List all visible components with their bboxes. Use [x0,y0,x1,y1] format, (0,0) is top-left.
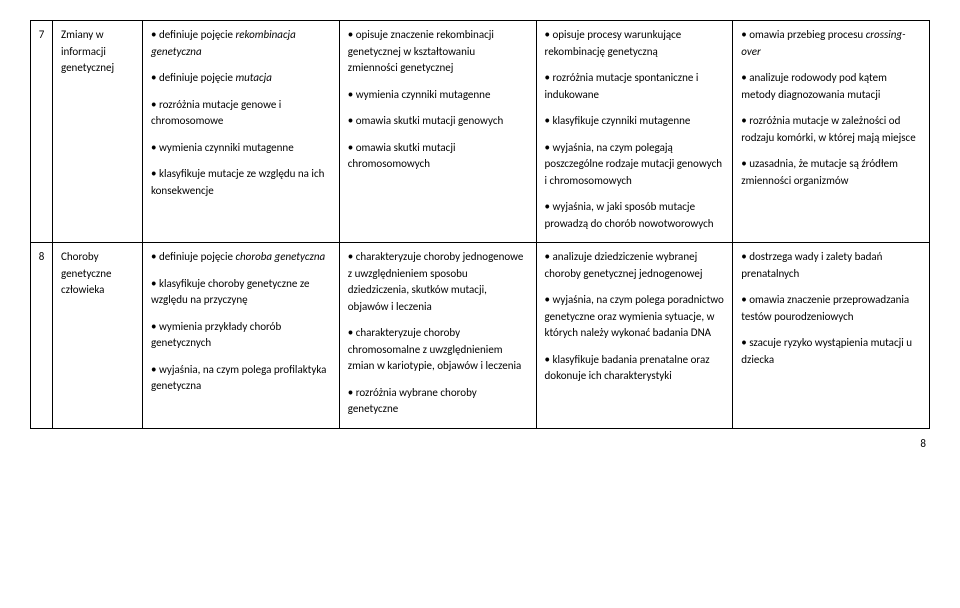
list-item: • analizuje dziedziczenie wybranej choro… [545,249,725,282]
list-item: • omawia znaczenie przeprowadzania testó… [741,292,921,325]
list-item: • analizuje rodowody pod kątem metody di… [741,70,921,103]
content-cell: • definiuje pojęcie choroba genetyczna • … [143,243,340,429]
row-topic: Zmiany w informacji genetycznej [53,21,143,243]
list-item: • wymienia czynniki mutagenne [151,140,331,157]
list-item: • definiuje pojęcie rekombinacja genetyc… [151,27,331,60]
table-row: 8Choroby genetyczne człowieka• definiuje… [31,243,930,429]
content-cell: • opisuje procesy warunkujące rekombinac… [536,21,733,243]
table-row: 7Zmiany w informacji genetycznej• defini… [31,21,930,243]
content-cell: • dostrzega wady i zalety badań prenatal… [733,243,930,429]
list-item: • charakteryzuje choroby chromosomalne z… [348,325,528,375]
list-item: • wyjaśnia, w jaki sposób mutacje prowad… [545,199,725,232]
content-cell: • analizuje dziedziczenie wybranej choro… [536,243,733,429]
page-number: 8 [30,437,930,450]
list-item: • omawia skutki mutacji chromosomowych [348,140,528,173]
list-item: • definiuje pojęcie mutacja [151,70,331,87]
list-item: • wyjaśnia, na czym polegają poszczególn… [545,140,725,190]
list-item: • wymienia przykłady chorób genetycznych [151,319,331,352]
content-cell: • definiuje pojęcie rekombinacja genetyc… [143,21,340,243]
list-item: • dostrzega wady i zalety badań prenatal… [741,249,921,282]
list-item: • omawia przebieg procesu crossing-over [741,27,921,60]
list-item: • klasyfikuje czynniki mutagenne [545,113,725,130]
list-item: • uzasadnia, że mutacje są źródłem zmien… [741,156,921,189]
row-number: 8 [31,243,53,429]
list-item: • klasyfikuje badania prenatalne oraz do… [545,352,725,385]
list-item: • szacuje ryzyko wystąpienia mutacji u d… [741,335,921,368]
list-item: • rozróżnia mutacje genowe i chromosomow… [151,97,331,130]
list-item: • wymienia czynniki mutagenne [348,87,528,104]
content-cell: • opisuje znaczenie rekombinacji genetyc… [339,21,536,243]
row-topic: Choroby genetyczne człowieka [53,243,143,429]
list-item: • opisuje znaczenie rekombinacji genetyc… [348,27,528,77]
list-item: • rozróżnia wybrane choroby genetyczne [348,385,528,418]
list-item: • wyjaśnia, na czym polega poradnictwo g… [545,292,725,342]
curriculum-table: 7Zmiany w informacji genetycznej• defini… [30,20,930,429]
content-cell: • omawia przebieg procesu crossing-over •… [733,21,930,243]
list-item: • charakteryzuje choroby jednogenowe z u… [348,249,528,315]
content-cell: • charakteryzuje choroby jednogenowe z u… [339,243,536,429]
list-item: • opisuje procesy warunkujące rekombinac… [545,27,725,60]
list-item: • klasyfikuje mutacje ze względu na ich … [151,166,331,199]
list-item: • klasyfikuje choroby genetyczne ze wzgl… [151,276,331,309]
list-item: • wyjaśnia, na czym polega profilaktyka … [151,362,331,395]
list-item: • definiuje pojęcie choroba genetyczna [151,249,331,266]
list-item: • rozróżnia mutacje spontaniczne i induk… [545,70,725,103]
row-number: 7 [31,21,53,243]
table-body: 7Zmiany w informacji genetycznej• defini… [31,21,930,429]
list-item: • rozróżnia mutacje w zależności od rodz… [741,113,921,146]
list-item: • omawia skutki mutacji genowych [348,113,528,130]
